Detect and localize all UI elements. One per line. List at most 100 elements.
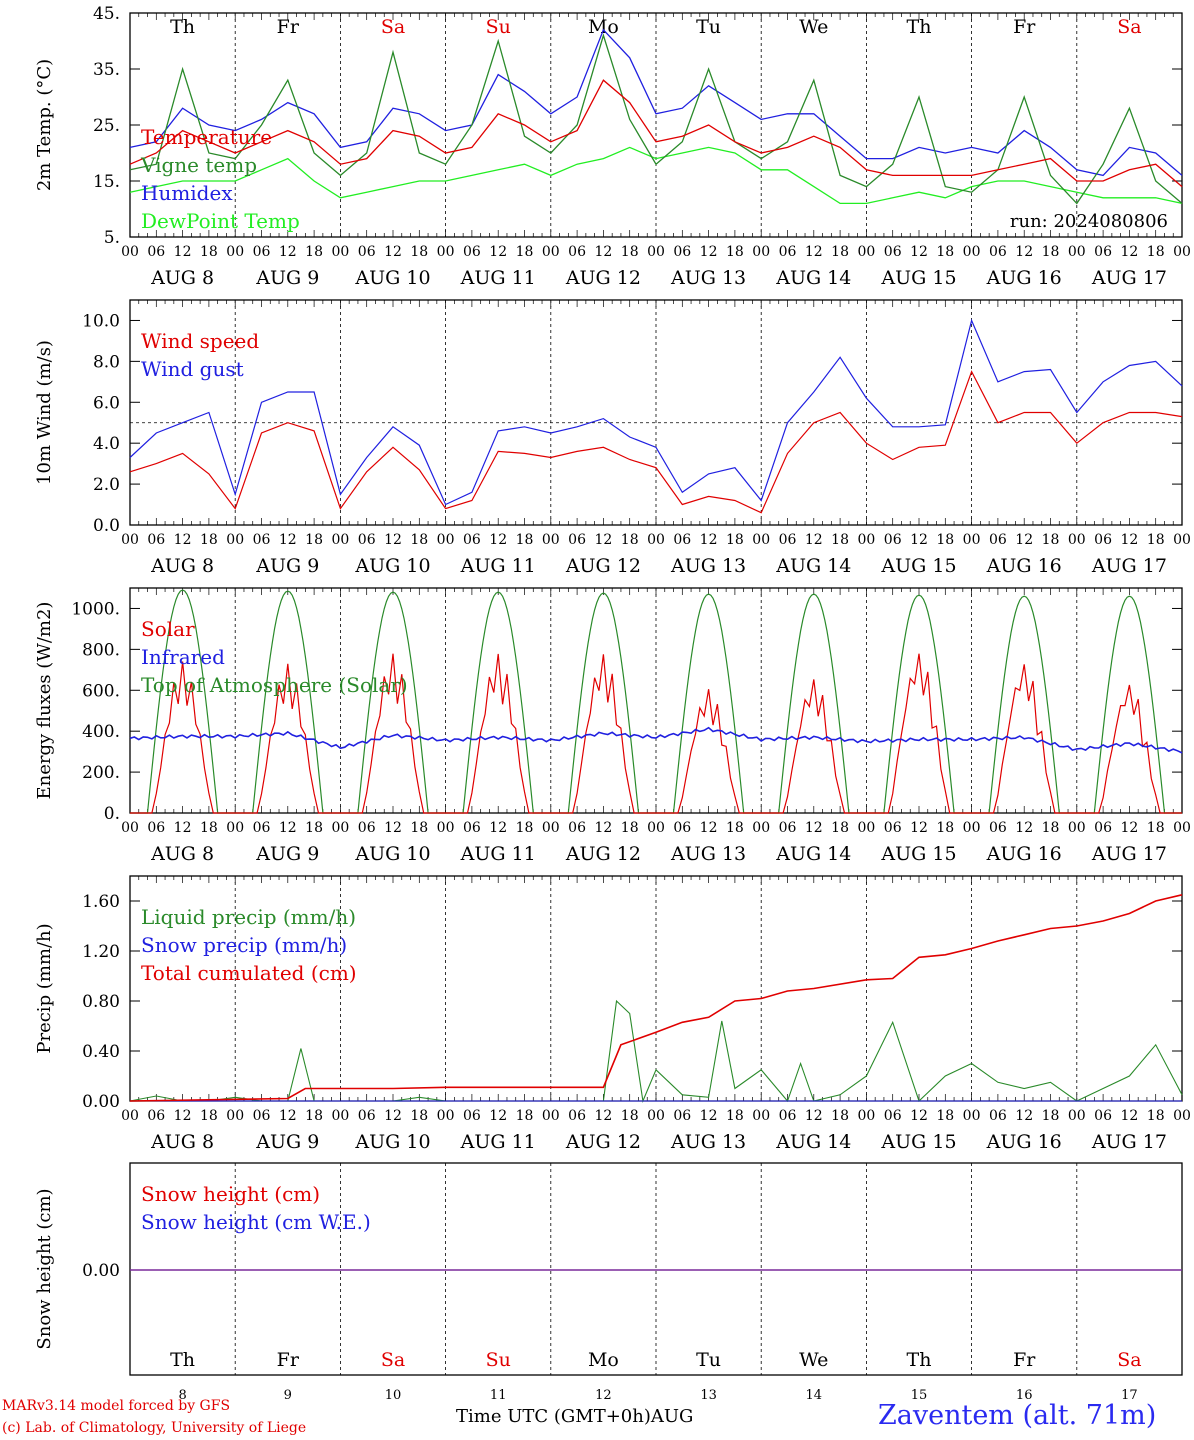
hour-tick-label: 12 bbox=[1015, 532, 1033, 548]
y-tick-label: 1.20 bbox=[82, 942, 120, 962]
y-tick-label: 0.40 bbox=[82, 1042, 120, 1062]
hour-tick-label: 12 bbox=[910, 532, 928, 548]
y-tick-label: 35. bbox=[93, 60, 120, 80]
day-number-label: 17 bbox=[1121, 1388, 1138, 1403]
hour-tick-label: 00 bbox=[857, 820, 875, 836]
hour-tick-label: 06 bbox=[673, 244, 691, 260]
hour-tick-label: 06 bbox=[147, 532, 165, 548]
hour-tick-label: 12 bbox=[384, 244, 402, 260]
hour-tick-label: 00 bbox=[857, 244, 875, 260]
hour-tick-label: 06 bbox=[884, 244, 902, 260]
weekday-label: Sa bbox=[1117, 1349, 1141, 1371]
hour-tick-label: 18 bbox=[936, 532, 954, 548]
hour-tick-label: 00 bbox=[647, 244, 665, 260]
date-label: AUG 15 bbox=[880, 267, 956, 289]
day-number-label: 15 bbox=[911, 1388, 928, 1403]
date-label: AUG 17 bbox=[1091, 267, 1167, 289]
hour-tick-label: 12 bbox=[489, 244, 507, 260]
hour-tick-label: 00 bbox=[121, 820, 139, 836]
y-tick-label: 0. bbox=[104, 804, 120, 824]
hour-tick-label: 06 bbox=[463, 244, 481, 260]
weekday-label: Sa bbox=[381, 1349, 405, 1371]
hour-tick-label: 00 bbox=[331, 244, 349, 260]
hour-tick-label: 18 bbox=[1042, 820, 1060, 836]
hour-tick-label: 18 bbox=[410, 1108, 428, 1124]
legend-snow-precip-mm-h-: Snow precip (mm/h) bbox=[141, 933, 347, 957]
weekday-label: Th bbox=[170, 16, 195, 38]
y-tick-label: 4.0 bbox=[93, 434, 120, 454]
hour-tick-label: 18 bbox=[1042, 532, 1060, 548]
hour-tick-label: 00 bbox=[331, 820, 349, 836]
hour-tick-label: 00 bbox=[963, 532, 981, 548]
series-liquid-precip bbox=[129, 999, 1183, 1104]
weekday-label: Th bbox=[907, 1349, 932, 1371]
hour-tick-label: 18 bbox=[1042, 1108, 1060, 1124]
hour-tick-label: 00 bbox=[752, 532, 770, 548]
hour-tick-label: 12 bbox=[594, 532, 612, 548]
hour-tick-label: 06 bbox=[358, 1108, 376, 1124]
hour-tick-label: 12 bbox=[279, 244, 297, 260]
hour-tick-label: 18 bbox=[1147, 820, 1165, 836]
hour-tick-label: 06 bbox=[779, 532, 797, 548]
hour-tick-label: 12 bbox=[910, 1108, 928, 1124]
hour-tick-label: 00 bbox=[542, 1108, 560, 1124]
hour-tick-label: 00 bbox=[1068, 1108, 1086, 1124]
date-label: AUG 12 bbox=[565, 843, 641, 865]
hour-tick-label: 18 bbox=[305, 244, 323, 260]
panel-3-ylabel: Precip (mm/h) bbox=[34, 923, 55, 1053]
panel-0-ylabel: 2m Temp. (°C) bbox=[34, 59, 55, 191]
hour-tick-label: 06 bbox=[568, 532, 586, 548]
hour-tick-label: 06 bbox=[989, 532, 1007, 548]
hour-tick-label: 12 bbox=[279, 820, 297, 836]
hour-tick-label: 12 bbox=[174, 532, 192, 548]
legend-liquid-precip-mm-h-: Liquid precip (mm/h) bbox=[141, 905, 356, 929]
hour-tick-label: 00 bbox=[226, 244, 244, 260]
day-number-label: 9 bbox=[284, 1388, 292, 1403]
y-tick-label: 5. bbox=[104, 228, 120, 248]
hour-tick-label: 00 bbox=[226, 1108, 244, 1124]
date-label: AUG 13 bbox=[670, 555, 746, 577]
day-number-label: 11 bbox=[490, 1388, 507, 1403]
hour-tick-label: 18 bbox=[726, 532, 744, 548]
hour-tick-label: 18 bbox=[831, 820, 849, 836]
hour-tick-label: 12 bbox=[384, 820, 402, 836]
hour-tick-label: 12 bbox=[1120, 1108, 1138, 1124]
hour-tick-label: 18 bbox=[516, 820, 534, 836]
y-tick-label: 0.0 bbox=[93, 516, 120, 536]
hour-tick-label: 06 bbox=[779, 820, 797, 836]
weekday-label: Tu bbox=[696, 16, 721, 38]
date-label: AUG 15 bbox=[880, 1131, 956, 1153]
y-tick-label: 800. bbox=[82, 640, 120, 660]
hour-tick-label: 06 bbox=[463, 532, 481, 548]
hour-tick-label: 18 bbox=[305, 820, 323, 836]
model-credit: MARv3.14 model forced by GFS bbox=[2, 1398, 231, 1414]
date-label: AUG 15 bbox=[880, 843, 956, 865]
y-tick-label: 1.60 bbox=[82, 892, 120, 912]
hour-tick-label: 00 bbox=[226, 532, 244, 548]
hour-tick-label: 06 bbox=[147, 244, 165, 260]
hour-tick-label: 00 bbox=[121, 244, 139, 260]
weekday-label: Fr bbox=[277, 16, 300, 38]
hour-tick-label: 18 bbox=[831, 532, 849, 548]
hour-tick-label: 00 bbox=[1068, 820, 1086, 836]
hour-tick-label: 18 bbox=[516, 532, 534, 548]
legend-humidex: Humidex bbox=[141, 181, 233, 205]
y-tick-label: 400. bbox=[82, 722, 120, 742]
hour-tick-label: 18 bbox=[410, 244, 428, 260]
y-tick-label: 1000. bbox=[71, 599, 120, 619]
hour-tick-label: 18 bbox=[621, 532, 639, 548]
y-tick-label: 25. bbox=[93, 116, 120, 136]
hour-tick-label: 06 bbox=[779, 1108, 797, 1124]
hour-tick-label: 00 bbox=[331, 1108, 349, 1124]
date-label: AUG 15 bbox=[880, 555, 956, 577]
date-label: AUG 14 bbox=[775, 843, 851, 865]
hour-tick-label: 12 bbox=[594, 244, 612, 260]
hour-tick-label: 06 bbox=[253, 820, 271, 836]
legend-total-cumulated-cm-: Total cumulated (cm) bbox=[141, 961, 357, 985]
day-number-label: 14 bbox=[806, 1388, 823, 1403]
y-tick-label: 2.0 bbox=[93, 475, 120, 495]
date-label: AUG 8 bbox=[150, 1131, 214, 1153]
date-label: AUG 12 bbox=[565, 555, 641, 577]
y-tick-label: 0.80 bbox=[82, 992, 120, 1012]
hour-tick-label: 18 bbox=[1147, 1108, 1165, 1124]
